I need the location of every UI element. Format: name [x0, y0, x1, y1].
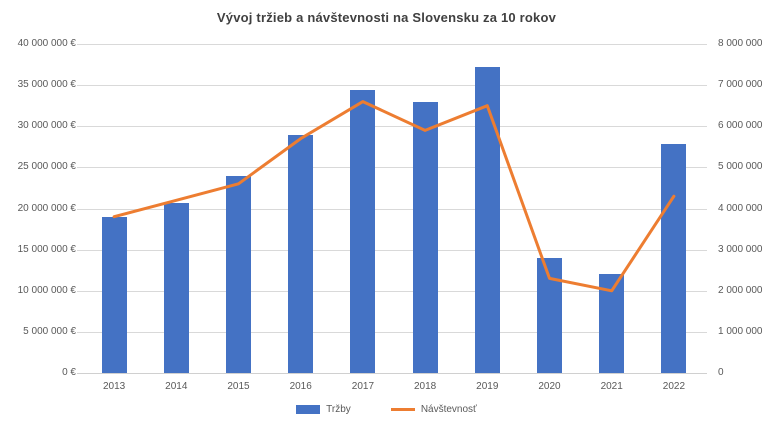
- bar-2021: [599, 274, 625, 373]
- bar-2016: [288, 135, 314, 373]
- y-axis-left-tick-label: 25 000 000 €: [17, 161, 76, 173]
- legend-label-trzby: Tržby: [326, 404, 351, 415]
- bar-2019: [474, 67, 500, 373]
- bar-2015: [226, 176, 251, 373]
- line-series-swatch-icon: [390, 408, 415, 411]
- y-axis-left-tick-label: 5 000 000 €: [23, 325, 76, 337]
- y-axis-right-tick-label: 5 000 000: [718, 161, 763, 173]
- chart-title: Vývoj tržieb a návštevnosti na Slovensku…: [216, 10, 557, 25]
- x-axis-tick-label-2014: 2014: [165, 381, 188, 392]
- y-axis-left-tick-label: 15 000 000 €: [17, 243, 76, 255]
- bar-2013: [101, 216, 127, 373]
- legend-item-navstevnost: Návštevnosť: [390, 404, 477, 415]
- x-axis-tick-label-2013: 2013: [102, 381, 126, 392]
- gridline: [77, 44, 707, 45]
- y-axis-left-tick-label: 35 000 000 €: [17, 79, 76, 91]
- y-axis-right-tick-label: 1 000 000: [718, 325, 763, 337]
- gridline: [77, 85, 707, 87]
- y-axis-right-tick-label: 6 000 000: [718, 120, 763, 132]
- gridline: [77, 167, 707, 169]
- x-axis-tick-label-2016: 2016: [289, 381, 312, 392]
- legend-item-trzby: Tržby: [296, 404, 351, 415]
- x-axis-tick-label-2019: 2019: [476, 381, 499, 392]
- y-axis-left-tick-label: 40 000 000 €: [17, 38, 76, 49]
- y-axis-right-tick-label: 0: [718, 367, 724, 378]
- x-axis-line: [77, 373, 707, 374]
- x-axis-tick-label-2015: 2015: [227, 381, 250, 392]
- y-axis-left-tick-label: 30 000 000 €: [17, 120, 76, 132]
- y-axis-right-tick-label: 2 000 000: [718, 284, 763, 296]
- y-axis-right-tick-label: 4 000 000: [718, 202, 763, 214]
- y-axis-right-tick-label: 3 000 000: [718, 243, 763, 255]
- y-axis-left-tick-label: 20 000 000 €: [17, 202, 76, 214]
- y-axis-right-tick-label: 8 000 000: [718, 38, 763, 49]
- x-axis-tick-label-2018: 2018: [413, 381, 437, 392]
- legend: Tržby Návštevnosť: [0, 404, 773, 415]
- y-axis-right-tick-label: 7 000 000: [718, 79, 763, 91]
- gridline: [77, 331, 707, 333]
- gridline: [77, 126, 707, 128]
- bar-2018: [412, 101, 438, 373]
- bar-2014: [163, 202, 189, 373]
- bar-2017: [350, 90, 376, 373]
- bar-2020: [537, 257, 562, 373]
- x-axis-tick-label-2017: 2017: [351, 381, 375, 392]
- bar-series-swatch-icon: [296, 405, 321, 414]
- bar-2022: [661, 143, 687, 373]
- y-axis-left-tick-label: 10 000 000 €: [17, 284, 76, 296]
- legend-label-navstevnost: Návštevnosť: [420, 404, 477, 415]
- line-navstevnost: [112, 100, 676, 293]
- x-axis-tick-label-2020: 2020: [538, 381, 561, 392]
- y-axis-left-tick-label: 0 €: [62, 367, 76, 378]
- x-axis-tick-label-2022: 2022: [662, 381, 686, 392]
- x-axis-tick-label-2021: 2021: [600, 381, 623, 392]
